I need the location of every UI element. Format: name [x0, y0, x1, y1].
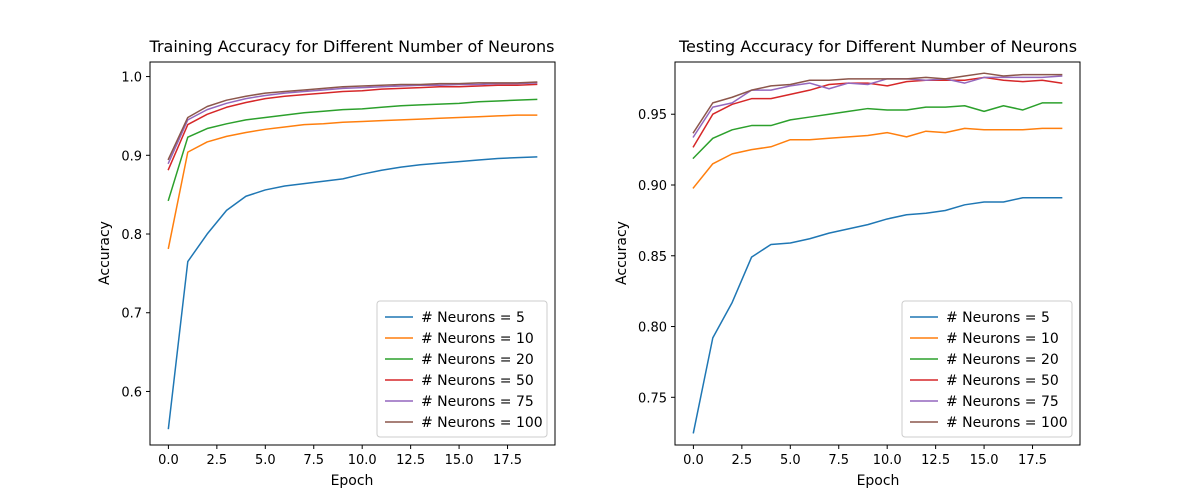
x-tick-label: 5.0	[780, 453, 801, 468]
plot-frame	[149, 61, 556, 446]
series-line	[692, 72, 1063, 134]
plot-frame	[674, 61, 1081, 446]
y-tick-label: 0.85	[638, 250, 667, 265]
legend-box	[376, 300, 548, 438]
series-line	[167, 114, 538, 250]
series-lines	[692, 72, 1063, 434]
series-line	[167, 156, 538, 430]
x-tick-label: 10.0	[348, 453, 377, 468]
y-tick-label: 0.6	[121, 385, 142, 400]
y-axis-label: Accuracy	[614, 221, 630, 285]
legend-label: # Neurons = 50	[946, 373, 1059, 389]
legend-label: # Neurons = 10	[946, 331, 1059, 347]
y-tick-label: 0.90	[638, 179, 667, 194]
x-tick-label: 17.5	[1018, 453, 1047, 468]
series-line	[167, 81, 538, 161]
series-line	[692, 127, 1063, 189]
legend-label: # Neurons = 10	[421, 331, 534, 347]
y-tick-label: 0.75	[638, 391, 667, 406]
x-tick-label: 12.5	[396, 453, 425, 468]
y-tick-label: 0.8	[121, 228, 142, 243]
chart-title: Training Accuracy for Different Number o…	[149, 37, 555, 56]
y-tick-label: 0.80	[638, 321, 667, 336]
x-tick-label: 2.5	[207, 453, 228, 468]
series-line	[167, 98, 538, 202]
series-line	[692, 196, 1063, 434]
legend-label: # Neurons = 20	[946, 352, 1059, 368]
legend-label: # Neurons = 20	[421, 352, 534, 368]
legend-label: # Neurons = 5	[421, 310, 525, 326]
y-tick-label: 0.7	[121, 307, 142, 322]
series-line	[692, 76, 1063, 148]
x-tick-label: 12.5	[921, 453, 950, 468]
legend-label: # Neurons = 100	[421, 415, 543, 431]
x-tick-label: 0.0	[158, 453, 179, 468]
x-tick-label: 0.0	[683, 453, 704, 468]
y-tick-label: 0.9	[121, 149, 142, 164]
legend-label: # Neurons = 5	[946, 310, 1050, 326]
x-tick-label: 10.0	[873, 453, 902, 468]
x-tick-label: 17.5	[493, 453, 522, 468]
legend-label: # Neurons = 75	[946, 394, 1059, 410]
axis-ticks: 0.0 2.5 5.0 7.5 10.0 12.5 15.0 17.5 0.75 0.80 0.85…	[638, 108, 1047, 468]
x-tick-label: 7.5	[828, 453, 849, 468]
legend-label: # Neurons = 100	[946, 415, 1068, 431]
legend-label: # Neurons = 75	[421, 394, 534, 410]
chart-title: Testing Accuracy for Different Number of…	[678, 37, 1077, 56]
x-axis-label: Epoch	[331, 473, 374, 489]
training-accuracy-chart: Training Accuracy for Different Number o…	[97, 37, 556, 489]
x-tick-label: 5.0	[255, 453, 276, 468]
legend: # Neurons = 5 # Neurons = 10 # Neurons = 2…	[376, 300, 548, 438]
axis-ticks: 0.0 2.5 5.0 7.5 10.0 12.5 15.0 17.5 0.6 0.7 0.8 0.9…	[121, 71, 522, 468]
legend-label: # Neurons = 50	[421, 373, 534, 389]
x-tick-label: 2.5	[732, 453, 753, 468]
series-lines	[167, 81, 538, 430]
series-line	[167, 83, 538, 171]
x-tick-label: 15.0	[970, 453, 999, 468]
y-tick-label: 1.0	[121, 71, 142, 86]
x-axis-label: Epoch	[857, 473, 900, 489]
x-tick-label: 15.0	[445, 453, 474, 468]
legend-box	[901, 300, 1073, 438]
legend: # Neurons = 5 # Neurons = 10 # Neurons = 2…	[901, 300, 1073, 438]
series-line	[167, 82, 538, 165]
y-axis-label: Accuracy	[97, 221, 113, 285]
y-tick-label: 0.95	[638, 108, 667, 123]
series-line	[692, 102, 1063, 160]
x-tick-label: 7.5	[303, 453, 324, 468]
testing-accuracy-chart: Testing Accuracy for Different Number of…	[614, 37, 1081, 489]
